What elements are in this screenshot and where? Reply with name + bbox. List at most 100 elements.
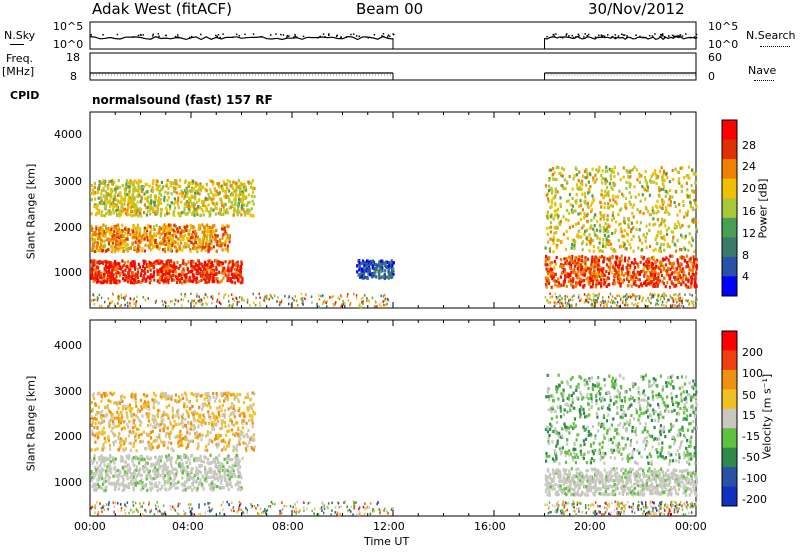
echo-cell <box>227 473 230 477</box>
echo-cell <box>629 230 633 234</box>
echo-cell <box>559 196 562 200</box>
echo-cell <box>577 274 580 278</box>
echo-cell <box>611 170 614 174</box>
echo-cell <box>629 202 632 206</box>
echo-cell <box>661 206 664 211</box>
echo-cell <box>175 280 178 284</box>
noise-cell <box>639 295 642 298</box>
echo-cell <box>143 232 146 236</box>
echo-cell <box>104 227 108 231</box>
echo-cell <box>105 485 108 489</box>
echo-cell <box>586 201 589 205</box>
echo-cell <box>233 202 237 207</box>
noise-cell <box>614 297 616 300</box>
echo-cell <box>172 186 175 190</box>
echo-cell <box>237 463 240 467</box>
echo-cell <box>195 478 198 482</box>
echo-cell <box>633 257 636 262</box>
echo-cell <box>675 225 678 229</box>
echo-cell <box>205 274 208 278</box>
echo-cell <box>554 203 557 207</box>
echo-cell <box>193 457 196 461</box>
echo-cell <box>154 476 157 480</box>
echo-cell <box>690 244 693 248</box>
echo-cell <box>236 456 239 460</box>
echo-cell <box>588 249 591 253</box>
echo-cell <box>645 260 648 264</box>
vel-cbar-tick-m100: -100 <box>742 472 767 485</box>
echo-cell <box>154 234 157 238</box>
noise-cell <box>124 303 126 307</box>
echo-cell <box>235 457 238 461</box>
echo-cell <box>180 189 183 193</box>
echo-cell <box>202 475 205 479</box>
echo-cell <box>636 208 639 212</box>
echo-cell <box>141 481 144 485</box>
echo-cell <box>150 248 153 252</box>
echo-cell <box>687 248 690 252</box>
echo-cell <box>626 270 629 275</box>
echo-cell <box>670 263 673 267</box>
echo-cell <box>123 261 126 265</box>
echo-cell <box>660 262 663 266</box>
echo-cell <box>210 197 213 202</box>
echo-cell <box>551 238 554 242</box>
echo-cell <box>121 489 124 493</box>
echo-cell <box>98 232 101 236</box>
echo-cell <box>189 275 192 279</box>
echo-cell <box>617 271 620 275</box>
echo-cell <box>367 264 371 268</box>
echo-cell <box>231 183 234 187</box>
echo-cell <box>593 230 596 235</box>
echo-cell <box>644 170 647 174</box>
echo-cell <box>192 479 195 483</box>
echo-cell <box>232 180 235 184</box>
echo-cell <box>230 269 233 273</box>
echo-cell <box>214 239 217 243</box>
echo-cell <box>368 262 371 266</box>
echo-cell <box>120 234 123 238</box>
noise-cell <box>566 295 569 298</box>
echo-cell <box>168 473 171 477</box>
echo-cell <box>206 470 209 474</box>
echo-cell <box>128 279 131 283</box>
echo-cell <box>669 254 672 258</box>
echo-cell <box>207 259 210 263</box>
echo-cell <box>154 238 157 243</box>
echo-cell <box>194 207 197 211</box>
echo-cell <box>164 242 167 246</box>
noise-cell <box>688 303 690 306</box>
echo-cell <box>216 182 219 186</box>
noise-cell <box>287 296 290 300</box>
noise-cell <box>380 305 382 308</box>
echo-cell <box>631 168 634 172</box>
echo-cell <box>122 208 125 212</box>
noise-cell <box>583 301 586 304</box>
echo-cell <box>181 248 184 252</box>
echo-cell <box>359 274 362 278</box>
echo-cell <box>665 206 668 210</box>
echo-cell <box>199 184 202 188</box>
noise-cell <box>318 298 321 301</box>
echo-cell <box>118 274 121 278</box>
echo-cell <box>602 260 605 264</box>
noise-cell <box>553 305 555 308</box>
echo-cell <box>653 180 656 184</box>
echo-cell <box>188 243 191 247</box>
echo-cell <box>204 248 207 252</box>
echo-cell <box>694 260 697 264</box>
echo-cell <box>238 472 241 476</box>
echo-cell <box>114 267 117 271</box>
noise-cell <box>606 305 608 308</box>
echo-cell <box>692 273 695 277</box>
echo-cell <box>238 210 241 214</box>
echo-cell <box>131 264 134 268</box>
noise-cell <box>636 295 639 298</box>
echo-cell <box>154 261 157 265</box>
echo-cell <box>202 202 206 206</box>
echo-cell <box>231 458 234 462</box>
echo-cell <box>215 262 219 266</box>
echo-cell <box>185 276 188 280</box>
noise-cell <box>322 300 325 304</box>
echo-cell <box>152 178 155 183</box>
